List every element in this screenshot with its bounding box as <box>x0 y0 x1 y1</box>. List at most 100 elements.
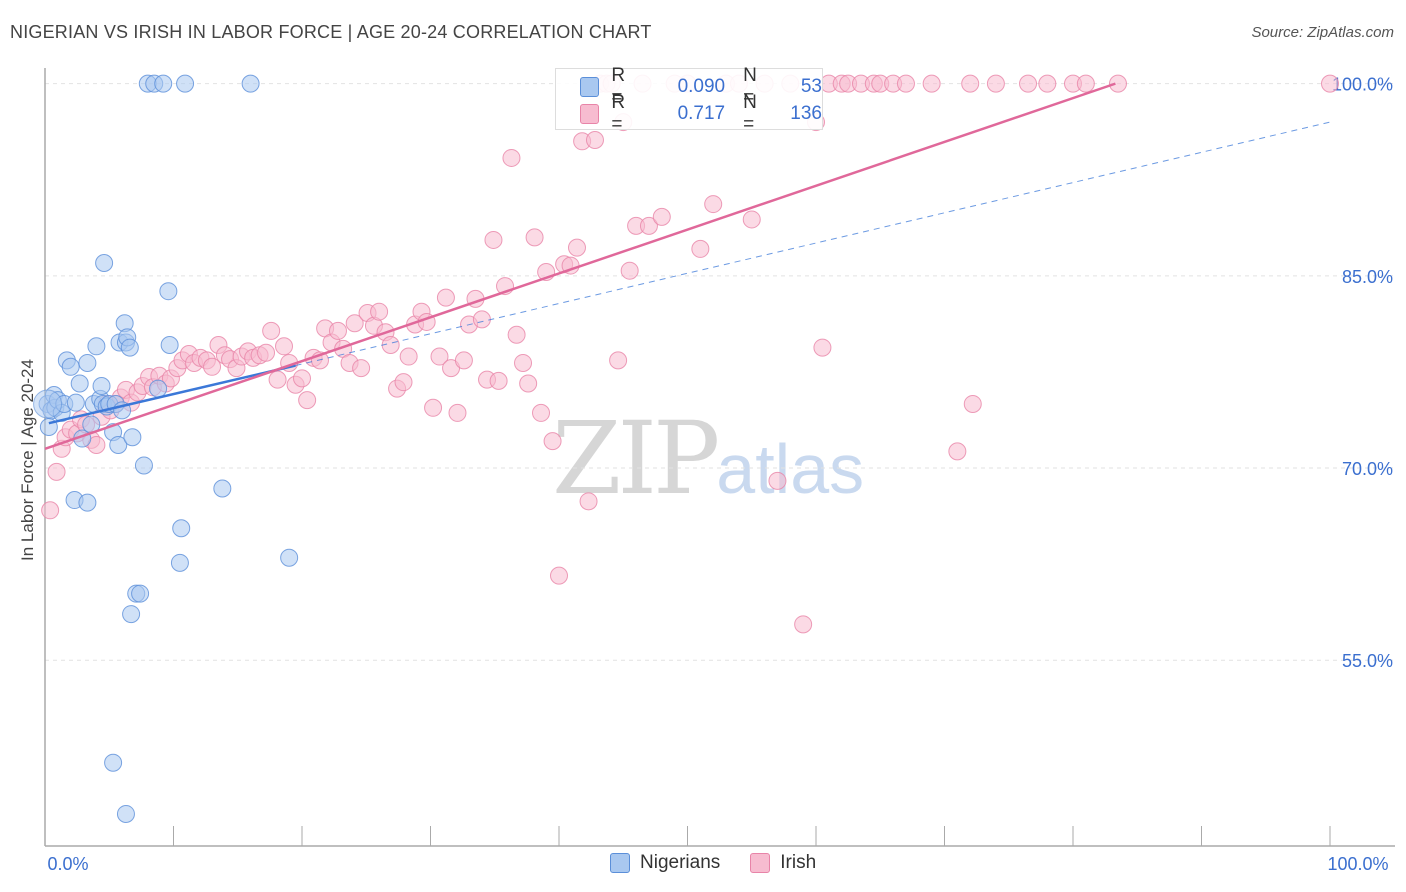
stats-row-irish: R = 0.717 N = 136 <box>580 92 822 135</box>
nigerian-point <box>280 548 299 567</box>
irish-point <box>268 370 287 389</box>
irish-point <box>328 321 347 340</box>
n-label: N = <box>743 65 757 108</box>
irish-point <box>394 373 413 392</box>
nigerian-point <box>213 479 232 498</box>
nigerian-point <box>122 605 141 624</box>
irish-point <box>345 314 364 333</box>
irish-point <box>567 238 586 257</box>
nigerian-point <box>116 804 135 823</box>
irish-point <box>961 74 980 93</box>
irish-point <box>896 74 915 93</box>
irish-point <box>262 321 281 340</box>
nigerian-point <box>95 254 114 273</box>
irish-point <box>489 371 508 390</box>
irish-point <box>203 357 222 376</box>
r-label: R = <box>611 92 626 135</box>
series-legend: Nigerians Irish <box>610 852 846 874</box>
x-tick-label: 0.0% <box>47 854 88 874</box>
irish-point <box>399 347 418 366</box>
irish-point <box>1076 74 1095 93</box>
source-label: Source: ZipAtlas.com <box>1251 24 1394 41</box>
irish-point <box>436 288 455 307</box>
irish-point <box>275 337 294 356</box>
nigerian-point <box>104 753 123 772</box>
irish-point <box>963 394 982 413</box>
nigerian-point <box>123 428 142 447</box>
irish-point <box>652 207 671 226</box>
nigerian-point <box>159 282 178 301</box>
irish-point <box>704 195 723 214</box>
y-tick-label: 55.0% <box>1342 651 1393 671</box>
irish-point <box>1108 74 1127 93</box>
irish-point <box>1019 74 1038 93</box>
irish-r-value: 0.717 <box>677 103 726 124</box>
irish-point <box>424 398 443 417</box>
nigerian-point <box>176 74 195 93</box>
irish-point <box>550 566 568 585</box>
irish-point <box>370 302 389 321</box>
irish-point <box>922 74 941 93</box>
irish-point <box>293 369 311 388</box>
irish-point <box>525 228 544 247</box>
irish-point <box>794 615 813 634</box>
irish-point <box>507 325 526 344</box>
nigerian-point <box>172 519 191 538</box>
nigerian-point <box>131 584 150 603</box>
y-tick-label: 70.0% <box>1342 459 1393 479</box>
irish-point <box>691 239 710 258</box>
irish-legend-swatch <box>750 853 771 873</box>
legend-label-nigerians: Nigerians <box>640 852 721 873</box>
irish-point <box>742 210 761 229</box>
irish-point <box>585 131 604 150</box>
irish-point <box>986 74 1005 93</box>
watermark-atlas: atlas <box>716 430 865 508</box>
irish-point <box>484 230 503 249</box>
nigerian-point <box>78 353 97 372</box>
n-label: N = <box>743 92 757 135</box>
irish-point <box>298 391 317 410</box>
irish-point <box>257 343 276 362</box>
irish-point <box>948 442 967 461</box>
nigerian-point <box>149 379 168 398</box>
watermark: ZIPatlas <box>552 400 864 517</box>
irish-point <box>41 501 60 520</box>
legend-label-irish: Irish <box>780 852 817 873</box>
irish-point <box>472 310 491 329</box>
irish-point <box>620 261 639 280</box>
nigerians-trend-line <box>48 364 296 425</box>
irish-point <box>519 374 538 393</box>
nigerian-point <box>120 338 139 357</box>
irish-point <box>532 403 551 422</box>
irish-point <box>1321 74 1339 93</box>
legend-item-irish[interactable]: Irish <box>750 852 816 874</box>
nigerian-point <box>160 336 179 355</box>
chart-title: NIGERIAN VS IRISH IN LABOR FORCE | AGE 2… <box>10 22 652 42</box>
nigerian-point <box>70 374 89 393</box>
irish-point <box>454 351 473 370</box>
irish-point <box>813 338 832 357</box>
nigerian-point <box>134 456 153 475</box>
nigerian-point <box>61 357 80 376</box>
y-tick-label: 85.0% <box>1342 267 1393 287</box>
nigerians-r-value: 0.090 <box>677 76 726 97</box>
nigerian-point <box>92 377 111 396</box>
nigerian-point <box>66 393 85 412</box>
nigerian-point <box>109 435 128 454</box>
nigerian-point <box>78 493 97 512</box>
x-tick-label: 100.0% <box>1327 854 1388 874</box>
irish-point <box>1038 74 1057 93</box>
nigerian-point <box>154 74 173 93</box>
irish-point <box>430 347 449 366</box>
irish-point <box>543 432 562 451</box>
nigerians-trend-dashed <box>295 121 1331 366</box>
nigerians-n-value: 53 <box>800 76 822 97</box>
r-label: R = <box>611 65 626 108</box>
irish-point <box>47 462 66 481</box>
irish-point <box>514 353 533 372</box>
legend-item-nigerians[interactable]: Nigerians <box>610 852 720 874</box>
nigerians-swatch <box>580 77 600 97</box>
irish-point <box>639 216 658 235</box>
irish-point <box>768 471 787 490</box>
